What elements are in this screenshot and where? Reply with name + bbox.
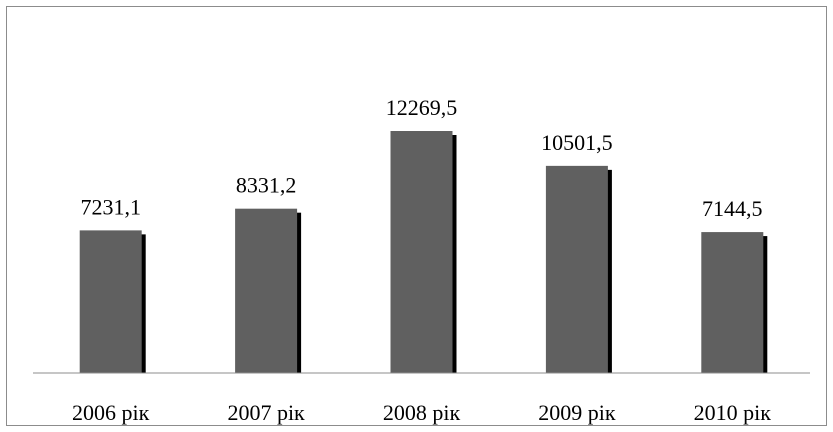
data-label-2: 12269,5 <box>386 95 458 120</box>
bar-0 <box>79 230 142 373</box>
x-tick-label-3: 2009 рік <box>538 400 616 425</box>
bars-layer <box>79 131 768 373</box>
bar-4 <box>701 232 764 373</box>
x-tick-label-0: 2006 рік <box>72 400 150 425</box>
data-label-3: 10501,5 <box>541 130 613 155</box>
data-label-0: 7231,1 <box>80 194 141 219</box>
bar-2 <box>390 131 453 373</box>
bar-1 <box>235 208 298 373</box>
x-tick-label-1: 2007 рік <box>227 400 305 425</box>
x-tick-label-4: 2010 рік <box>694 400 772 425</box>
x-tick-label-2: 2008 рік <box>383 400 461 425</box>
data-label-1: 8331,2 <box>236 173 297 198</box>
labels-layer: 7231,1 2006 рік 8331,2 2007 рік 12269,5 2008 … <box>72 95 771 425</box>
bar-3 <box>545 165 608 373</box>
data-label-4: 7144,5 <box>702 196 763 221</box>
